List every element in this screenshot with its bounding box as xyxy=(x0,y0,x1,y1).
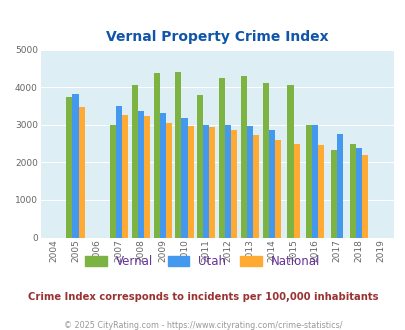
Bar xyxy=(361,155,367,238)
Bar xyxy=(224,125,230,238)
Text: © 2025 CityRating.com - https://www.cityrating.com/crime-statistics/: © 2025 CityRating.com - https://www.city… xyxy=(64,321,341,330)
Bar xyxy=(355,148,361,238)
Legend: Vernal, Utah, National: Vernal, Utah, National xyxy=(85,255,320,268)
Bar xyxy=(318,145,324,238)
Bar xyxy=(209,127,215,238)
Bar xyxy=(122,115,128,238)
Bar xyxy=(165,123,171,238)
Bar xyxy=(268,130,274,238)
Bar xyxy=(131,85,138,238)
Bar xyxy=(274,140,280,238)
Bar xyxy=(116,106,122,238)
Bar xyxy=(305,125,311,238)
Bar xyxy=(144,116,150,238)
Bar xyxy=(336,134,342,238)
Title: Vernal Property Crime Index: Vernal Property Crime Index xyxy=(106,30,328,44)
Bar xyxy=(252,135,258,238)
Bar xyxy=(138,111,144,238)
Bar xyxy=(187,126,193,238)
Bar xyxy=(175,72,181,238)
Bar xyxy=(330,150,336,238)
Bar xyxy=(153,73,159,238)
Bar xyxy=(311,125,318,238)
Text: Crime Index corresponds to incidents per 100,000 inhabitants: Crime Index corresponds to incidents per… xyxy=(28,292,377,302)
Bar xyxy=(197,95,203,238)
Bar xyxy=(72,94,78,238)
Bar xyxy=(110,125,116,238)
Bar xyxy=(218,78,224,238)
Bar xyxy=(262,83,268,238)
Bar xyxy=(349,144,355,238)
Bar xyxy=(240,76,246,238)
Bar xyxy=(78,108,84,238)
Bar xyxy=(230,130,237,238)
Bar xyxy=(66,96,72,238)
Bar xyxy=(287,85,293,238)
Bar xyxy=(181,117,187,238)
Bar xyxy=(203,125,209,238)
Bar xyxy=(293,144,299,238)
Bar xyxy=(159,114,165,238)
Bar xyxy=(246,126,252,238)
